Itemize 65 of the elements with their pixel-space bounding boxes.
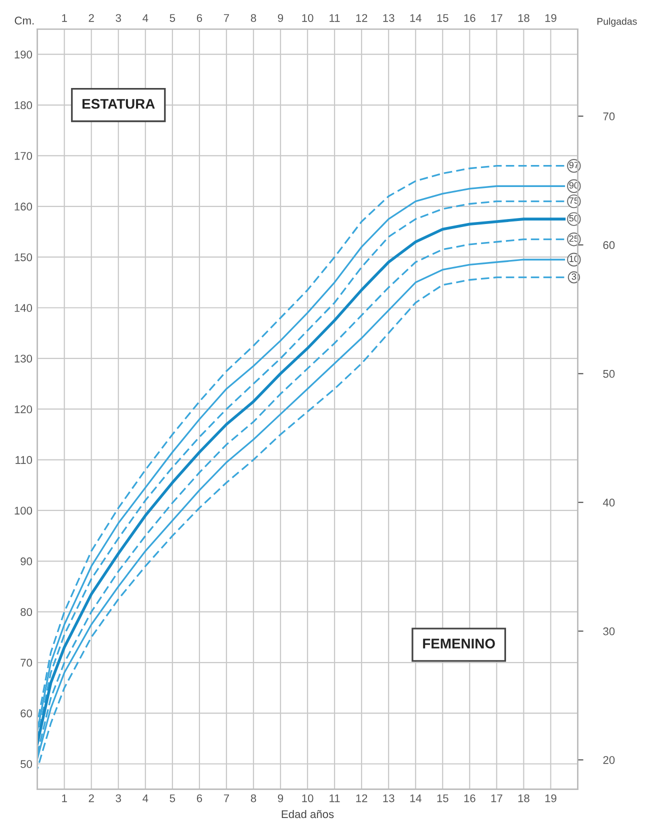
y-tick-label: 150 [14,253,32,262]
x-tick-label: 8 [250,794,256,802]
x-tick-label: 6 [196,794,202,802]
x-axis-title: Edad años [282,810,334,818]
x-tick-label: 18 [518,794,530,802]
x-tick-label: 3 [116,794,121,802]
annotation: ESTATURA [82,98,155,109]
y2-axis-title: Pulgadas [597,18,637,27]
y-tick-label: 180 [14,101,32,110]
x2-tick-label: 13 [383,14,394,22]
x-tick-label: 17 [491,794,502,802]
y-axis-title: Cm. [14,16,34,25]
x2-tick-label: 2 [88,14,94,22]
x-tick-label: 14 [410,794,422,802]
y2-tick-label: 40 [602,498,615,507]
x-tick-label: 11 [330,794,340,802]
y-tick-label: 110 [16,456,32,464]
y-tick-label: 170 [14,152,32,160]
y-tick-label: 190 [14,50,32,58]
y-tick-label: 160 [14,202,32,211]
x2-tick-label: 5 [170,14,176,22]
y2-tick-label: 30 [603,627,615,636]
y2-tick-label: 60 [603,241,615,250]
x2-tick-label: 10 [302,14,314,22]
annotation: FEMENINO [423,638,495,648]
y-tick-label: 100 [14,506,32,515]
x-tick-label: 13 [383,794,394,802]
x-tick-label: 7 [224,794,229,802]
y2-tick-label: 20 [603,756,615,764]
x2-tick-label: 12 [356,14,368,22]
x-tick-label: 16 [464,794,476,802]
y-tick-label: 50 [20,760,32,768]
x-tick-label: 2 [88,794,94,802]
x2-tick-label: 16 [464,14,476,22]
x2-tick-label: 1 [62,14,67,22]
x2-tick-label: 18 [518,14,530,22]
x2-tick-label: 15 [437,14,448,22]
y2-tick-label: 70 [603,112,615,120]
y-tick-label: 70 [20,658,32,667]
x2-tick-label: 9 [278,14,284,22]
x2-tick-label: 4 [142,14,148,22]
x-tick-label: 4 [142,794,148,802]
x-tick-label: 1 [62,794,67,802]
x2-tick-label: 3 [116,14,121,22]
series-label: 3 [572,273,576,280]
x-tick-label: 9 [278,794,284,802]
y-tick-label: 60 [20,709,32,718]
x2-tick-label: 14 [410,14,422,22]
x-tick-label: 19 [545,794,556,802]
x2-tick-label: 19 [545,14,556,22]
y-tick-label: 120 [14,405,32,414]
y2-tick-label: 50 [603,370,615,378]
y-tick-label: 140 [14,304,32,312]
x2-tick-label: 7 [224,14,229,22]
y-tick-label: 130 [14,354,32,363]
x-tick-label: 10 [302,794,314,802]
x-tick-label: 12 [356,794,368,802]
x2-tick-label: 11 [330,14,340,22]
x-tick-label: 5 [170,794,176,802]
x2-tick-label: 8 [250,14,256,22]
x2-tick-label: 6 [196,14,202,22]
x-tick-label: 15 [437,794,448,802]
x2-tick-label: 17 [491,14,502,22]
y-tick-label: 80 [20,608,32,616]
y-tick-label: 90 [20,557,32,566]
